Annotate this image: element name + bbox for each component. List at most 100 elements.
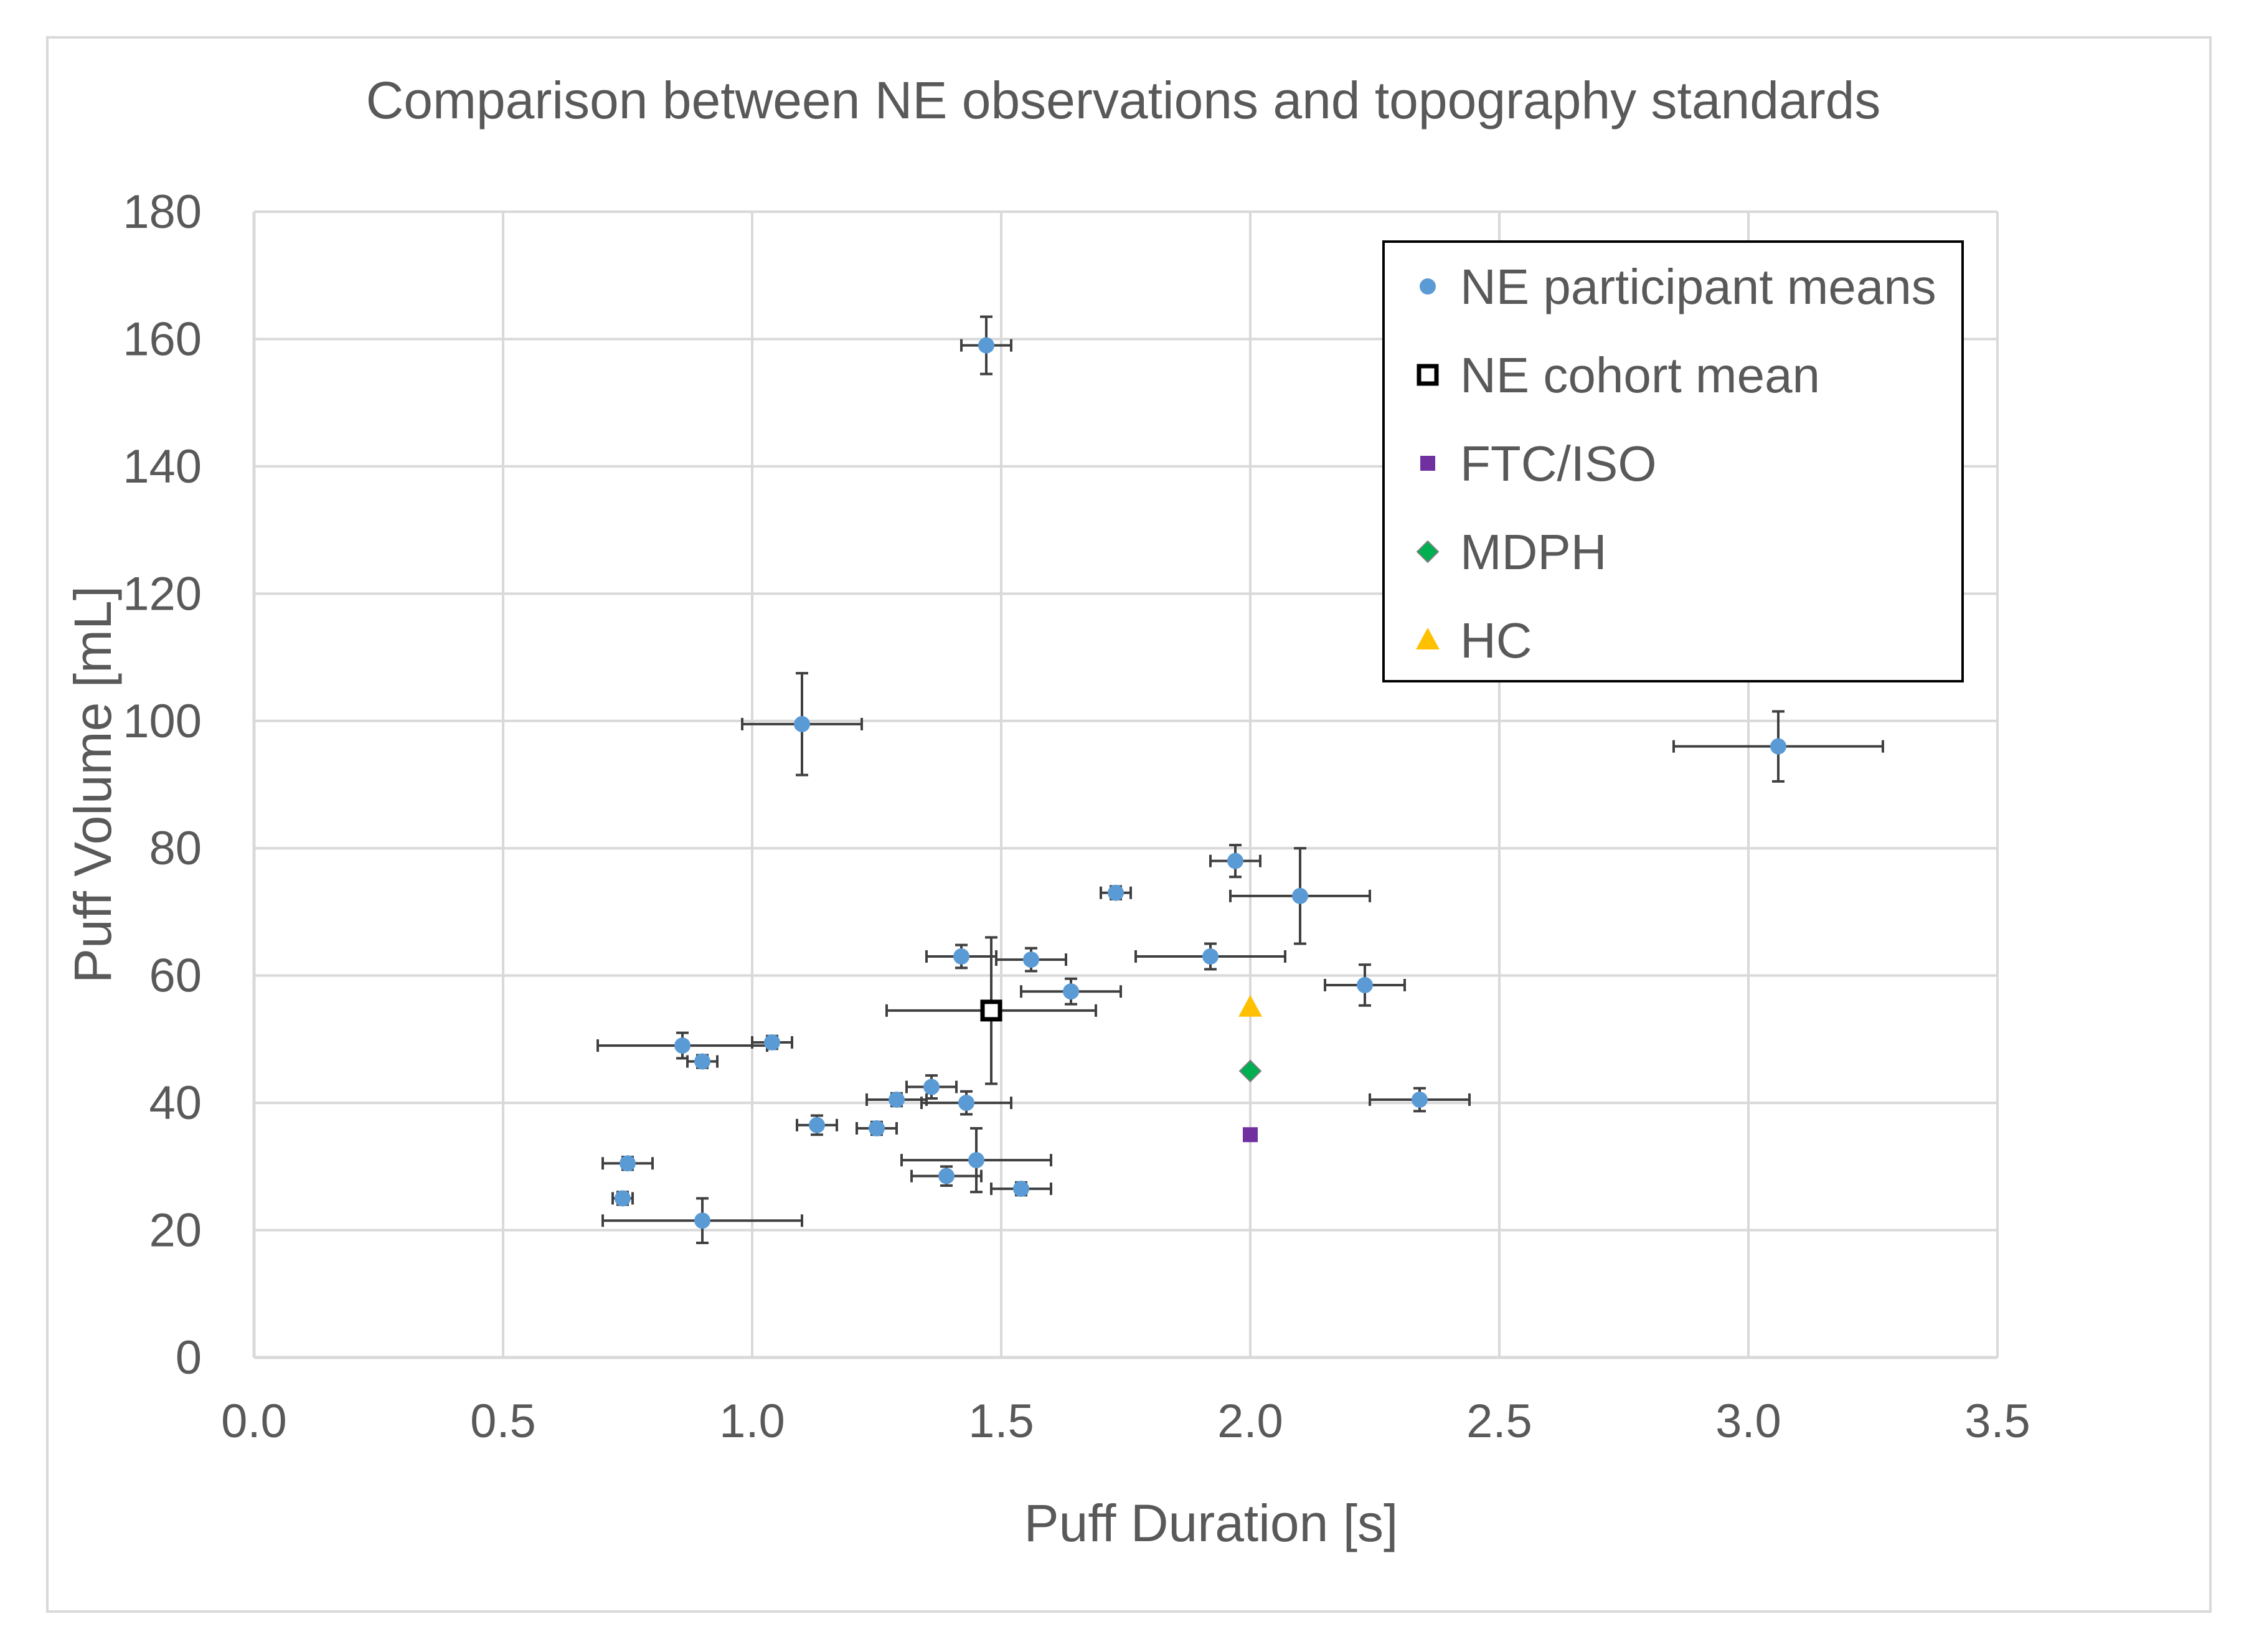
y-tick-label: 20 [149, 1204, 202, 1257]
legend-entry: MDPH [1416, 524, 1607, 580]
series-mdph [1238, 1059, 1262, 1083]
x-tick-label: 3.0 [1715, 1395, 1781, 1448]
data-point [910, 1165, 983, 1187]
series-ne-cohort-mean [885, 936, 1097, 1085]
legend-marker [1416, 540, 1440, 564]
data-point [601, 1155, 654, 1172]
x-tick-label: 1.0 [719, 1395, 785, 1448]
data-point [1324, 963, 1406, 1007]
point-marker [1292, 887, 1308, 904]
point-marker [1063, 983, 1079, 1000]
data-point [856, 1120, 898, 1136]
x-axis-title: Puff Duration [s] [1024, 1494, 1398, 1552]
point-marker [953, 948, 969, 965]
x-tick-label: 0.5 [470, 1395, 536, 1448]
axes [252, 212, 1997, 1359]
point-marker [1243, 1127, 1258, 1143]
x-tick-label: 2.0 [1217, 1395, 1283, 1448]
point-marker [674, 1037, 691, 1054]
point-marker [938, 1168, 955, 1184]
legend-entry: NE participant means [1420, 259, 1936, 314]
legend-box [1382, 240, 1964, 682]
legend-marker [1420, 278, 1436, 295]
legend-marker [1420, 456, 1435, 471]
data-point [900, 1127, 1052, 1194]
point-marker [1238, 994, 1262, 1017]
y-tick-label: 120 [123, 567, 202, 620]
legend-label: NE cohort mean [1460, 347, 1820, 403]
series-ftc-iso [1243, 1127, 1258, 1143]
data-point [686, 1053, 719, 1070]
point-marker [978, 337, 994, 354]
point-marker [1238, 1059, 1262, 1083]
data-point [1238, 1059, 1262, 1083]
point-marker [958, 1095, 974, 1112]
data-point [885, 936, 1097, 1085]
point-marker [794, 715, 810, 732]
point-marker [1023, 951, 1039, 968]
data-point [920, 1090, 1012, 1116]
point-marker [1770, 738, 1786, 755]
data-points [596, 315, 1884, 1244]
y-axis-title: Puff Volume [mL] [64, 586, 122, 983]
legend: NE participant means NE cohort mean FTC/IS… [1382, 240, 1964, 682]
x-tick-label: 3.5 [1964, 1395, 2030, 1448]
legend-entry: HC [1416, 613, 1532, 668]
point-marker [809, 1116, 825, 1133]
y-tick-label: 180 [123, 186, 202, 238]
y-tick-label: 0 [176, 1331, 202, 1384]
legend-label: NE participant means [1460, 259, 1936, 314]
y-tick-label: 160 [123, 313, 202, 366]
point-marker [694, 1053, 710, 1070]
y-tick-label: 100 [123, 695, 202, 748]
series-hc [1238, 994, 1262, 1017]
point-marker [615, 1190, 631, 1207]
point-marker [1202, 948, 1219, 965]
y-tick-label: 140 [123, 440, 202, 493]
data-point [1672, 710, 1884, 783]
point-marker [620, 1155, 636, 1172]
legend-label: MDPH [1460, 524, 1607, 580]
legend-entry: FTC/ISO [1420, 436, 1657, 491]
point-marker [1227, 852, 1243, 869]
data-point [1020, 977, 1122, 1006]
data-point [1369, 1087, 1471, 1113]
point-marker [1108, 884, 1124, 901]
point-marker [1013, 1181, 1029, 1197]
legend-marker [1416, 628, 1440, 649]
data-point [601, 1197, 803, 1244]
point-marker [889, 1092, 905, 1108]
data-point [865, 1092, 928, 1108]
data-point [1134, 942, 1286, 971]
point-marker [923, 1079, 940, 1095]
data-point [925, 943, 997, 970]
data-point [796, 1114, 838, 1136]
data-point [960, 315, 1012, 375]
point-marker [694, 1212, 710, 1229]
point-marker [1412, 1092, 1428, 1108]
legend-label: HC [1460, 613, 1532, 668]
data-point [1229, 847, 1371, 945]
data-point [741, 672, 863, 776]
point-marker [980, 999, 1002, 1022]
point-marker [764, 1034, 780, 1050]
data-point [1243, 1127, 1258, 1143]
data-point [995, 946, 1067, 973]
legend-entry: NE cohort mean [1417, 347, 1820, 403]
legend-label: FTC/ISO [1460, 436, 1657, 491]
x-tick-label: 2.5 [1466, 1395, 1532, 1448]
legend-marker [1417, 364, 1439, 386]
data-point [1238, 994, 1262, 1017]
legend-items: NE participant means NE cohort mean FTC/IS… [1416, 259, 1936, 668]
series-ne-participant-means [596, 315, 1884, 1244]
x-tick-label: 0.0 [221, 1395, 287, 1448]
data-point [751, 1034, 793, 1050]
y-tick-label: 80 [149, 822, 202, 875]
data-point [990, 1181, 1052, 1197]
data-point [905, 1074, 958, 1100]
point-marker [1357, 977, 1373, 993]
data-point [1100, 884, 1132, 901]
y-tick-label: 60 [149, 950, 202, 1003]
